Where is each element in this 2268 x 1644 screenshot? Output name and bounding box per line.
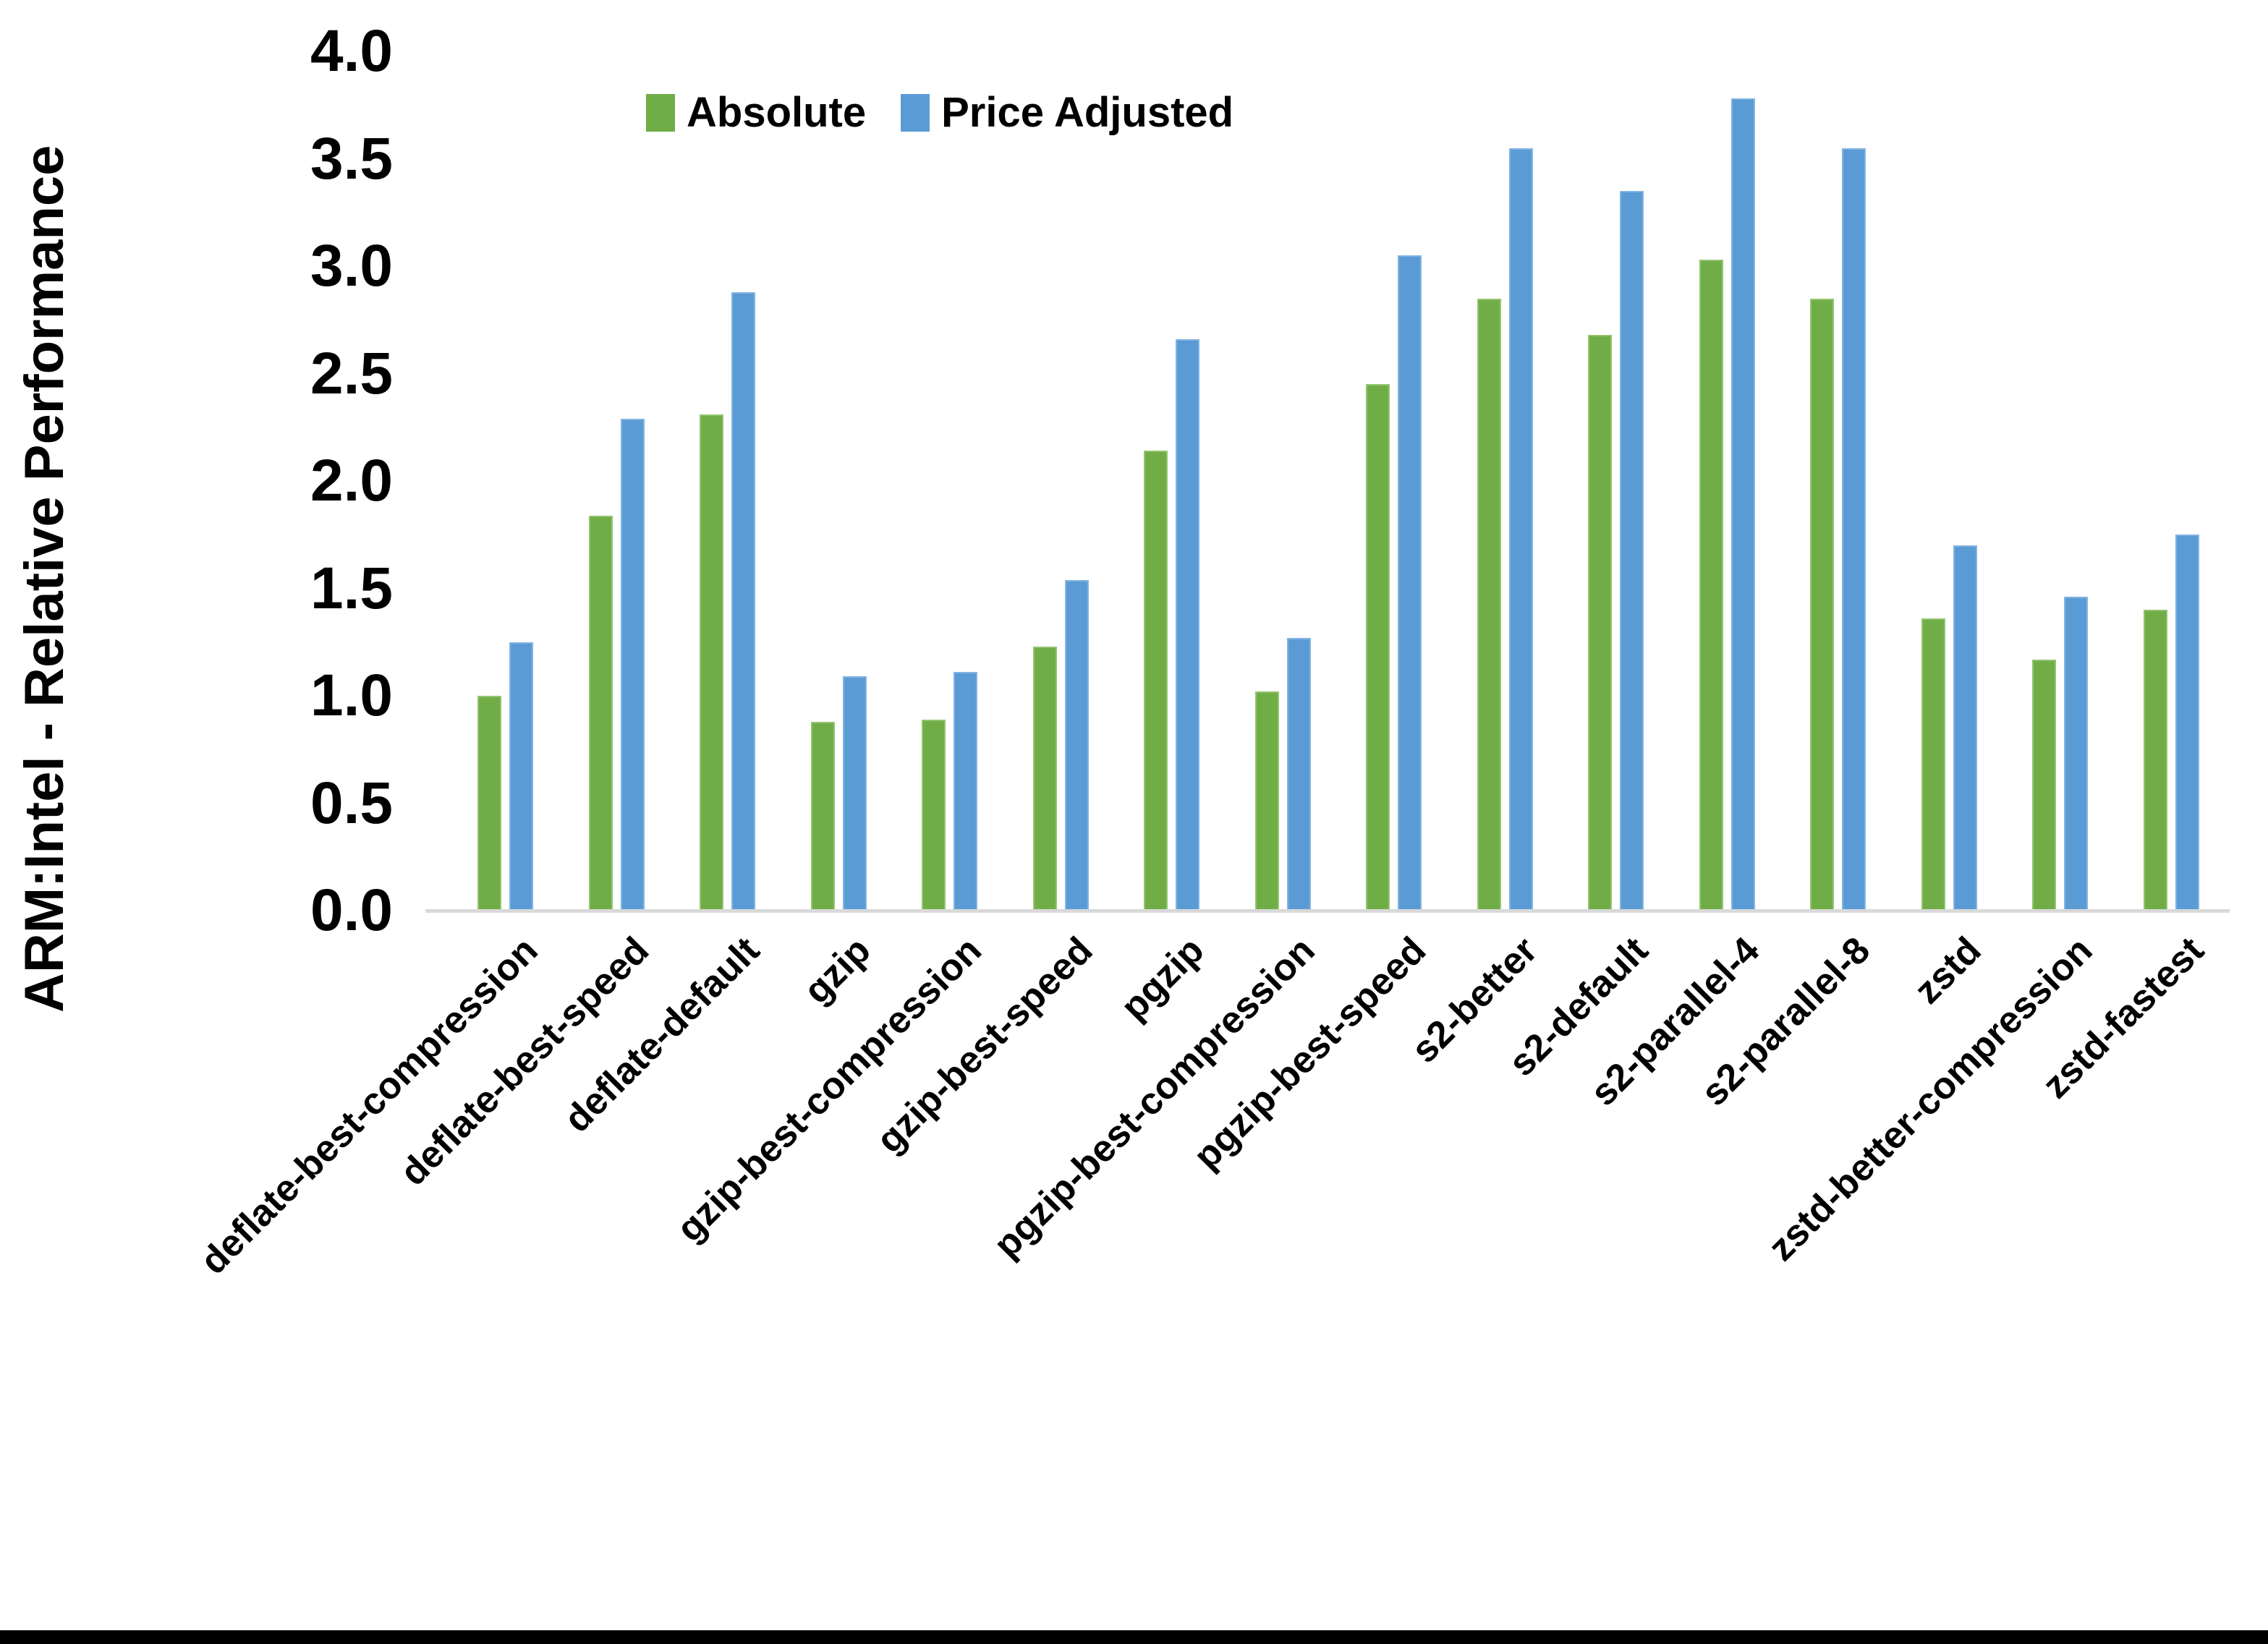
y-tick-label: 2.5 [310,340,393,406]
bar-price-adjusted-zstd [1953,545,1977,911]
bar-absolute-pgzip-best-compression [1254,691,1279,911]
bar-price-adjusted-deflate-best-compression [509,642,533,911]
x-axis-label-pgzip: pgzip [1113,929,1212,1028]
bar-price-adjusted-gzip [842,676,867,911]
bar-absolute-zstd-fastest [2143,610,2167,911]
bar-price-adjusted-s2-default [1620,191,1644,911]
bar-absolute-s2-parallel-4 [1699,260,1723,911]
bar-price-adjusted-deflate-default [731,291,756,911]
y-tick-label: 2.0 [310,448,393,514]
legend: Absolute Price Adjusted [646,88,1233,137]
bar-absolute-deflate-best-speed [588,515,613,911]
legend-label-absolute: Absolute [687,89,867,136]
bar-price-adjusted-pgzip-best-compression [1286,637,1311,911]
bar-price-adjusted-gzip-best-speed [1064,579,1089,911]
y-axis-title: ARM:Intel - Relative Performance [14,145,75,1013]
y-tick-label: 4.0 [310,18,393,84]
bar-price-adjusted-pgzip [1176,338,1200,911]
y-tick-label: 1.0 [310,663,393,728]
bar-absolute-zstd-better-compression [2032,659,2057,911]
bar-price-adjusted-s2-parallel-8 [1842,148,1866,911]
bar-price-adjusted-s2-better [1508,148,1533,911]
bar-price-adjusted-gzip-best-compression [954,672,978,911]
x-axis-label-deflate-default: deflate-default [556,929,768,1141]
y-tick-label: 3.0 [310,233,393,299]
bar-absolute-pgzip-best-speed [1366,384,1390,911]
bar-absolute-pgzip [1144,451,1168,911]
bar-absolute-gzip [810,721,835,911]
bar-absolute-s2-better [1477,298,1501,911]
bar-price-adjusted-s2-parallel-4 [1730,98,1755,911]
x-axis-line [425,909,2230,913]
legend-item-price-adjusted: Price Adjusted [901,88,1233,137]
legend-swatch-absolute [646,93,675,132]
x-axis-label-gzip: gzip [796,929,879,1013]
bar-price-adjusted-zstd-better-compression [2064,597,2089,911]
legend-item-absolute: Absolute [646,88,866,137]
y-tick-label: 0.0 [310,877,393,943]
bar-absolute-s2-parallel-8 [1810,298,1835,911]
bar-price-adjusted-deflate-best-speed [620,418,645,911]
bar-absolute-gzip-best-compression [922,719,946,911]
x-axis-label-zstd: zstd [1906,929,1990,1013]
bar-absolute-zstd [1921,618,1945,911]
bar-absolute-s2-default [1588,335,1613,911]
bar-absolute-deflate-default [700,414,724,911]
y-tick-label: 1.5 [310,555,393,621]
legend-swatch-price-adjusted [901,93,930,132]
y-tick-label: 0.5 [310,770,393,836]
legend-label-price-adjusted: Price Adjusted [941,89,1234,136]
y-tick-label: 3.5 [310,125,393,192]
bar-price-adjusted-pgzip-best-speed [1398,255,1422,911]
bar-absolute-gzip-best-speed [1032,646,1057,911]
window-edge-bar [0,1630,2268,1644]
bar-price-adjusted-zstd-fastest [2175,534,2199,911]
bar-absolute-deflate-best-compression [477,696,501,911]
